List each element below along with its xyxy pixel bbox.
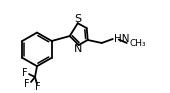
Text: CH₃: CH₃ xyxy=(130,39,146,48)
Text: F: F xyxy=(35,82,41,92)
Text: F: F xyxy=(22,68,28,78)
Text: HN: HN xyxy=(114,34,129,44)
Text: S: S xyxy=(74,14,81,24)
Text: F: F xyxy=(24,79,30,89)
Text: N: N xyxy=(74,44,82,54)
